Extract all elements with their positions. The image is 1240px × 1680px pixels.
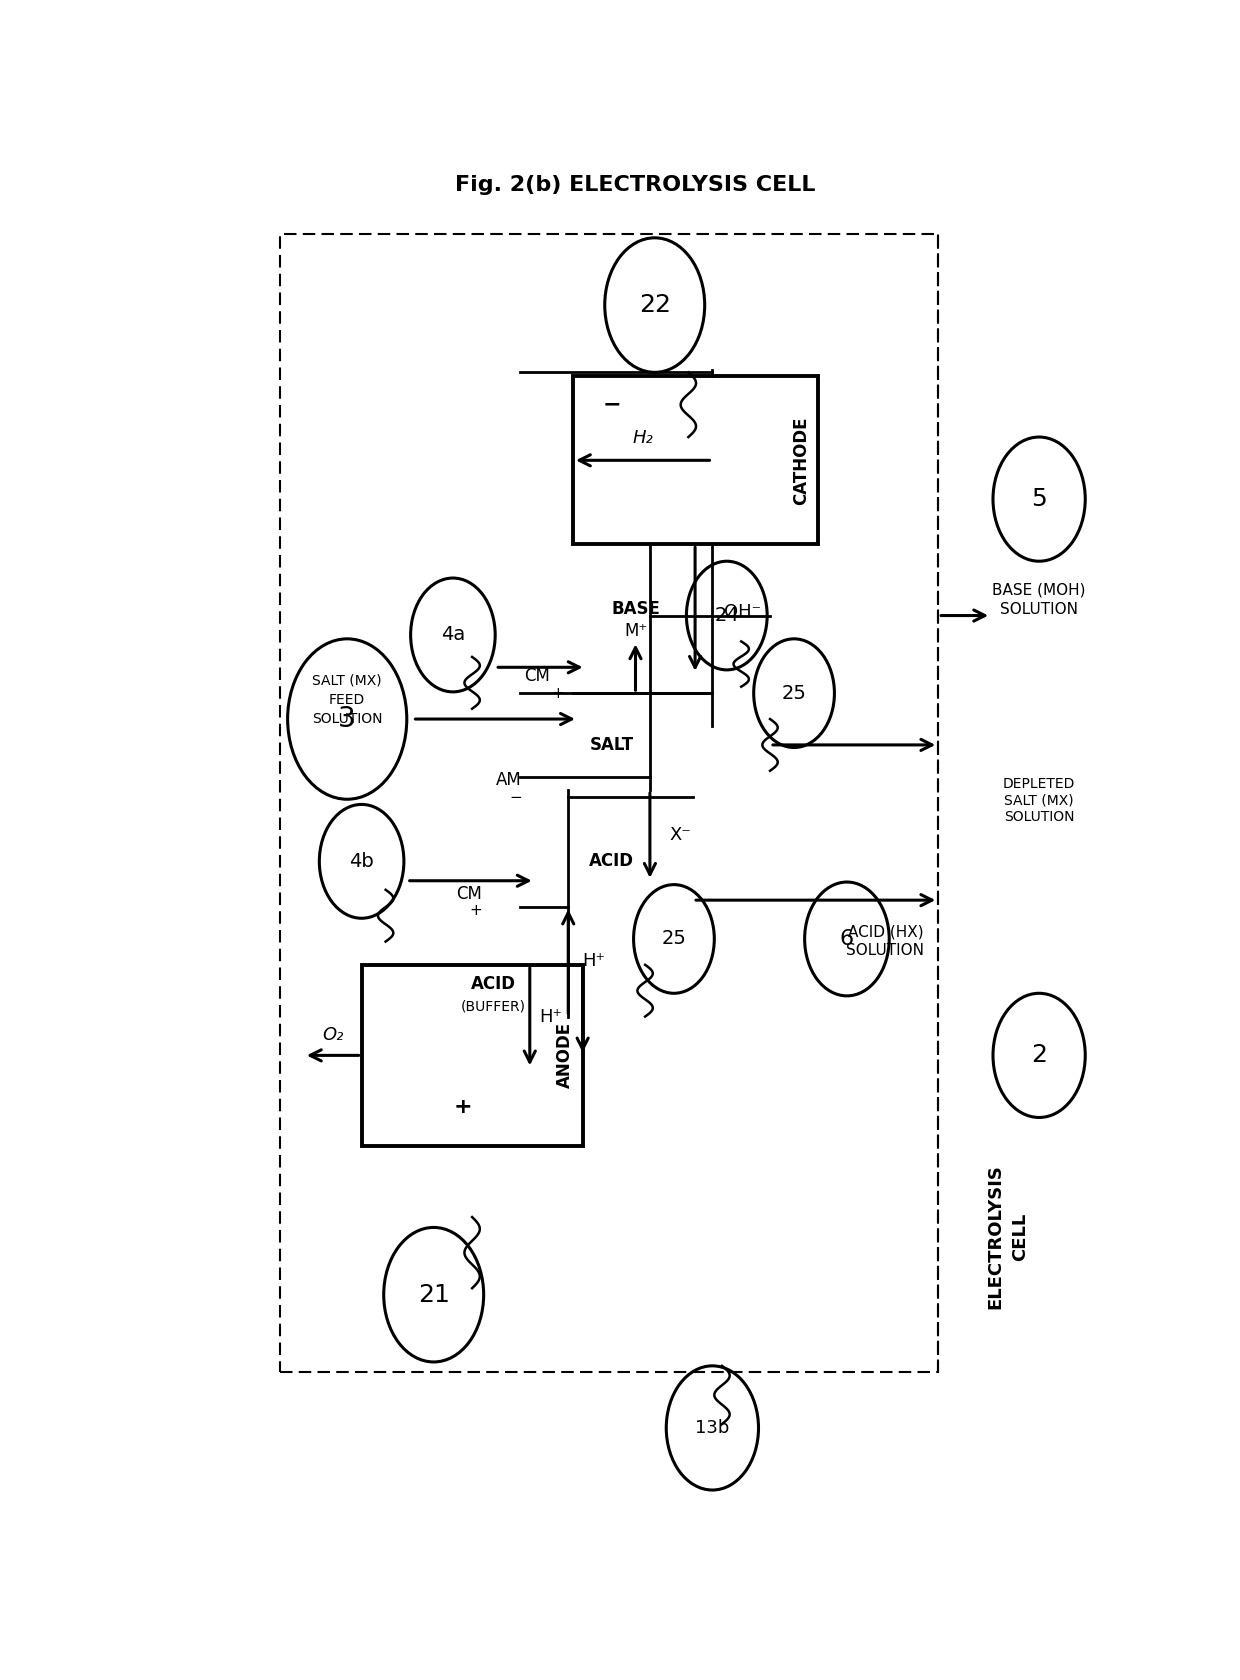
Text: +: + xyxy=(551,685,564,701)
Text: 2: 2 xyxy=(1032,1043,1047,1067)
Text: FEED: FEED xyxy=(329,692,366,707)
Bar xyxy=(573,376,818,544)
Text: 13b: 13b xyxy=(696,1420,729,1436)
Text: 5: 5 xyxy=(1032,487,1047,511)
Text: ACID: ACID xyxy=(589,852,634,870)
Text: ACID (HX): ACID (HX) xyxy=(848,926,923,941)
Text: SALT: SALT xyxy=(589,736,634,754)
Text: CATHODE: CATHODE xyxy=(792,417,810,504)
Text: 25: 25 xyxy=(661,929,687,949)
Text: SALT (MX): SALT (MX) xyxy=(1004,793,1074,808)
Text: OH⁻: OH⁻ xyxy=(724,603,761,620)
Text: Fig. 2(b) ELECTROLYSIS CELL: Fig. 2(b) ELECTROLYSIS CELL xyxy=(455,175,816,195)
Text: SOLUTION: SOLUTION xyxy=(312,712,382,726)
Bar xyxy=(280,234,939,1373)
Text: ACID: ACID xyxy=(471,974,516,993)
Text: SOLUTION: SOLUTION xyxy=(1001,601,1078,617)
Text: ANODE: ANODE xyxy=(557,1023,574,1089)
Text: H₂: H₂ xyxy=(632,430,653,447)
Text: 4b: 4b xyxy=(350,852,374,870)
Text: H⁺: H⁺ xyxy=(583,953,605,969)
Text: H⁺: H⁺ xyxy=(539,1008,562,1025)
Text: 25: 25 xyxy=(781,684,806,702)
Text: 21: 21 xyxy=(418,1284,450,1307)
Text: −: − xyxy=(510,791,522,805)
Text: BASE: BASE xyxy=(611,600,660,618)
Text: 24: 24 xyxy=(714,606,739,625)
Text: CM: CM xyxy=(525,667,551,685)
Text: DEPLETED: DEPLETED xyxy=(1003,776,1075,791)
Text: +: + xyxy=(453,1097,472,1117)
Text: 3: 3 xyxy=(339,706,356,732)
Text: CM: CM xyxy=(456,885,481,902)
Text: −: − xyxy=(603,395,621,415)
Text: +: + xyxy=(469,902,481,917)
Text: 4a: 4a xyxy=(440,625,465,645)
Text: O₂: O₂ xyxy=(322,1026,343,1043)
Text: M⁺: M⁺ xyxy=(624,622,647,640)
Bar xyxy=(362,964,583,1146)
Text: 22: 22 xyxy=(639,292,671,318)
Text: SALT (MX): SALT (MX) xyxy=(312,674,382,687)
Text: ELECTROLYSIS: ELECTROLYSIS xyxy=(987,1164,1004,1309)
Text: SOLUTION: SOLUTION xyxy=(847,942,924,958)
Text: BASE (MOH): BASE (MOH) xyxy=(992,583,1086,596)
Text: X⁻: X⁻ xyxy=(670,827,691,845)
Text: (BUFFER): (BUFFER) xyxy=(461,1000,526,1013)
Text: SOLUTION: SOLUTION xyxy=(1004,810,1074,825)
Text: AM: AM xyxy=(496,771,522,790)
Text: CELL: CELL xyxy=(1011,1213,1029,1260)
Text: 6: 6 xyxy=(839,929,854,949)
